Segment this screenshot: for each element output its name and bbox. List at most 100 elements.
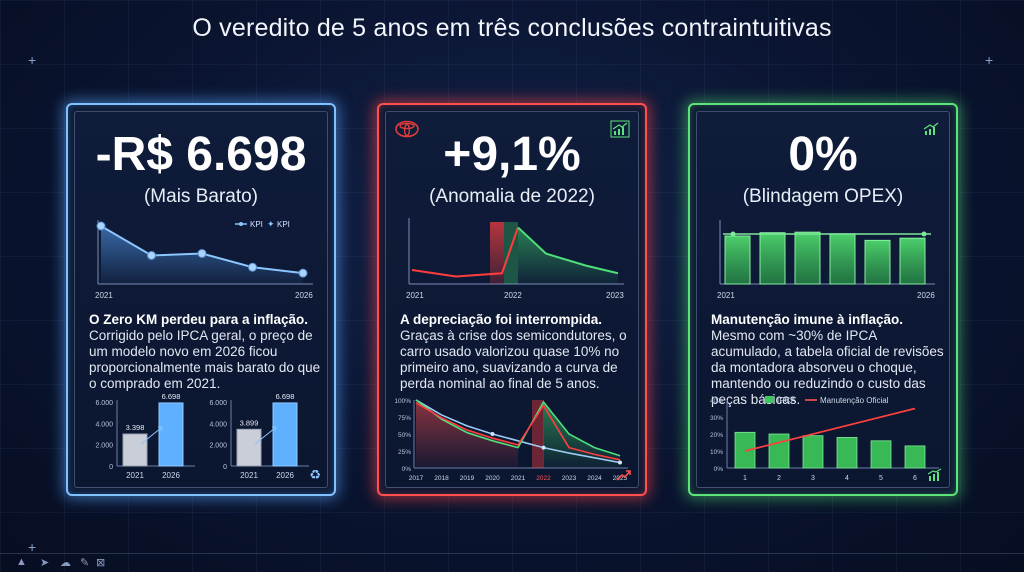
card-inner: -R$ 6.698 (Mais Barato) KPI ✦ KPI 2021 [74,111,328,488]
data-label: 3.899 [240,418,259,427]
tick-label: 2026 [276,471,294,480]
bar [794,231,821,285]
kpi-legend-icon: ✦ [267,219,275,229]
tick-label: 50% [398,432,411,439]
data-point [490,432,495,436]
tick-label: 2017 [409,475,424,482]
card-body-text: Corrigido pelo IPCA geral, o preço de um… [89,328,321,391]
price-bars-chart-2: 6.000 4.000 2.000 0 3.899 2021 6.698 2026 [209,394,309,480]
tick-label: 40% [710,398,723,405]
tick-label: 2021 [717,291,735,300]
data-label: 3.398 [126,423,145,432]
trend-up-red-icon [616,470,631,481]
tick-label: 6.000 [95,400,113,407]
tick-label: 0 [223,464,227,471]
tick-label: 30% [710,415,723,422]
card-headline: -R$ 6.698 [95,128,307,181]
toyota-logo-icon [395,120,419,138]
data-point [298,268,308,278]
legend-label: Manutenção Oficial [820,396,889,405]
data-point [96,221,106,231]
bar [236,428,262,467]
crosshair-icon: + [28,539,37,555]
tick-label: 2026 [917,291,935,300]
bar [272,402,298,467]
recycle-money-icon: ♻ [309,467,321,482]
card-subtitle: (Mais Barato) [143,186,259,207]
page-title: O veredito de 5 anos em três conclusões … [192,14,832,42]
crosshair-icon: + [985,52,994,68]
tick-label: 5 [879,475,883,482]
data-point [197,248,207,258]
series-line-red [411,227,519,278]
bar [802,435,824,469]
bottom-toolbar: ▲ ➤ ☁ ✎ ⊠ [0,553,1024,572]
card-cheaper: -R$ 6.698 (Mais Barato) KPI ✦ KPI 2021 [66,103,336,496]
send-icon[interactable]: ➤ [40,557,50,569]
tick-label: 2021 [406,291,424,300]
bar [158,402,184,467]
price-kpi-line-chart: KPI ✦ KPI 2021 2026 [95,219,313,300]
tick-label: 1 [743,475,747,482]
card-body-title: Manutenção imune à inflação. [711,312,904,327]
export-icon[interactable]: ⊠ [96,557,106,569]
area-fill [518,227,618,284]
arrow-head [272,426,277,432]
tick-label: 2026 [295,291,313,300]
card-anomaly: +9,1% (Anomalia de 2022) 2021 2022 [377,103,647,496]
edit-icon[interactable]: ✎ [80,557,90,569]
bar [904,445,926,469]
arrow-head [158,426,163,432]
tick-label: 2018 [434,475,449,482]
crosshair-icon: + [28,52,37,68]
trend-up-icon [923,122,939,135]
ipca-vs-maintenance-chart: 40% 30% 20% 10% 0% IPCA Manutenção Oficial 1… [710,396,939,482]
trend-up-icon [927,468,942,481]
legend-label: KPI [250,220,263,229]
legend-label: KPI [277,220,290,229]
highlight-band-red [490,222,504,284]
maintenance-cost-bar-chart: 2021 2026 [717,220,935,300]
cloud-icon[interactable]: ☁ [60,557,71,569]
card-opex: 0% (Blindagem OPEX) 2021 2026 Manutenção… [688,103,958,496]
bar [829,233,856,285]
tick-label: 2021 [126,471,144,480]
tick-label: 2020 [485,475,500,482]
card-headline: +9,1% [443,128,581,181]
tick-label: 6 [913,475,917,482]
data-label: 6.698 [276,394,295,401]
card-body-title: O Zero KM perdeu para a inflação. [89,312,309,327]
bar [122,433,148,467]
tick-label: 2 [777,475,781,482]
tick-label: 4.000 [95,421,113,428]
arrow [140,427,162,445]
depreciation-curve-chart: 100% 75% 50% 25% 0% 2017 2018 2019 2020 2021 2022… [394,398,628,482]
data-label: 6.698 [162,394,181,401]
card-subtitle: (Blindagem OPEX) [742,186,904,207]
series-line-red [415,402,621,461]
tick-label: 20% [710,432,723,439]
tick-label: 25% [398,449,411,456]
bar [870,440,892,469]
card-inner: +9,1% (Anomalia de 2022) 2021 2022 [385,111,639,488]
card-body-text: Mesmo com ~30% de IPCA acumulado, a tabe… [711,328,944,407]
trend-up-icon [610,120,630,138]
tick-label: 6.000 [209,400,227,407]
arrow [254,427,276,445]
chart-legend: KPI ✦ KPI [235,219,290,229]
bar [864,239,891,285]
layers-icon[interactable]: ▲ [16,556,27,568]
price-bars-chart-1: 6.000 4.000 2.000 0 3.398 2021 6.698 2026 [95,394,195,480]
maintenance-line [744,407,916,452]
tick-label: 0% [714,466,724,473]
series-line-blue [415,399,621,464]
tick-label: 100% [394,398,411,405]
card-headline: 0% [788,128,858,181]
highlight-band-2022 [532,400,544,468]
tick-label: 2019 [460,475,475,482]
series-line-green [517,226,619,275]
tick-label: 4 [845,475,849,482]
tick-label: 0 [109,464,113,471]
tick-label: 75% [398,415,411,422]
legend-label: IPCA [777,396,796,405]
